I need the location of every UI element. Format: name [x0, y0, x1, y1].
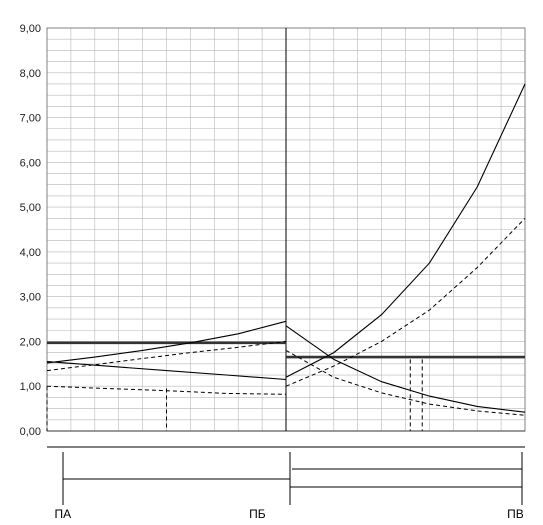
y-tick-label: 9,00	[20, 23, 41, 35]
y-tick-label: 4,00	[20, 247, 41, 259]
drop-lines	[46, 359, 423, 431]
y-tick-label: 2,00	[20, 336, 41, 348]
y-tick-label: 5,00	[20, 202, 41, 214]
y-axis-ticks: 0,00 1,00 2,00 3,00 4,00 5,00 6,00 7,00 8,00 9,00	[20, 23, 41, 438]
station-label: ПА	[54, 507, 71, 521]
y-tick-label: 3,00	[20, 292, 41, 304]
y-tick-label: 7,00	[20, 113, 41, 125]
series-line-7	[285, 83, 526, 378]
y-tick-label: 1,00	[20, 381, 41, 393]
station-label: ПБ	[249, 507, 266, 521]
y-tick-label: 0,00	[20, 426, 41, 438]
y-tick-label: 6,00	[20, 157, 41, 169]
series-line-4	[46, 361, 287, 381]
series-line-3	[46, 320, 287, 364]
station-schematic: ПА ПБ ПВ	[47, 446, 525, 521]
y-tick-label: 8,00	[20, 68, 41, 80]
plot-frame	[46, 27, 526, 432]
station-label: ПВ	[507, 507, 524, 521]
series-layer	[46, 83, 526, 416]
series-line-10	[285, 349, 526, 416]
series-line-9	[285, 325, 526, 413]
series-line-5	[46, 340, 287, 372]
series-line-8	[285, 217, 526, 387]
